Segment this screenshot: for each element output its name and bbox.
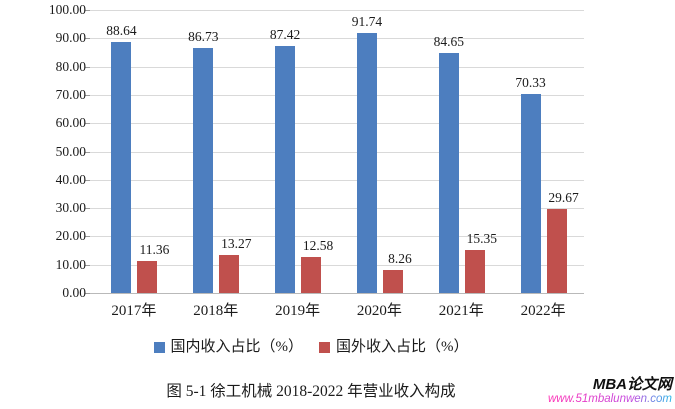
y-tick-0 <box>85 293 90 294</box>
y-tick-50 <box>85 152 90 153</box>
watermark-url: www.51mbalunwen.com <box>547 393 672 405</box>
overseas-value-label-2019年: 12.58 <box>302 238 334 254</box>
y-tick-60 <box>85 123 90 124</box>
gridline-90 <box>90 38 584 39</box>
domestic-value-label-2017年: 88.64 <box>106 23 137 39</box>
x-label-2020年: 2020年 <box>356 303 402 319</box>
overseas-value-label-2021年: 15.35 <box>466 230 497 246</box>
x-label-2019年: 2019年 <box>275 303 321 319</box>
x-label-2018年: 2018年 <box>193 303 239 319</box>
y-tick-40 <box>85 180 90 181</box>
x-label-2022年: 2022年 <box>520 303 566 319</box>
domestic-bar-2018年 <box>193 47 214 293</box>
y-tick-label-90: 90.00 <box>55 30 86 45</box>
gridline-10 <box>90 265 584 266</box>
y-tick-label-60: 60.00 <box>55 115 86 130</box>
y-tick-70 <box>85 95 90 96</box>
legend-item-overseas: 国外收入占比（%） <box>319 338 469 357</box>
domestic-bar-2020年 <box>356 33 377 293</box>
overseas-bar-2019年 <box>301 257 322 293</box>
legend-label-domestic: 国内收入占比（%） <box>170 339 304 355</box>
y-tick-label-20: 20.00 <box>55 228 86 243</box>
y-tick-90 <box>85 38 90 39</box>
legend-swatch-domestic <box>153 342 165 353</box>
domestic-bar-2022年 <box>520 93 541 293</box>
y-tick-30 <box>85 208 90 209</box>
gridline-60 <box>90 123 584 124</box>
gridline-100 <box>90 10 584 11</box>
domestic-bar-2021年 <box>438 53 459 293</box>
domestic-bar-2019年 <box>275 45 296 293</box>
y-tick-label-70: 70.00 <box>55 87 86 102</box>
gridline-50 <box>90 152 584 153</box>
y-tick-label-0: 0.00 <box>62 285 86 300</box>
overseas-value-label-2017年: 11.36 <box>139 241 170 257</box>
y-tick-100 <box>85 10 90 11</box>
domestic-bar-2017年 <box>111 42 132 293</box>
overseas-value-label-2022年: 29.67 <box>548 190 579 206</box>
watermark-site-name: MBA论文网 <box>592 376 672 393</box>
x-label-2021年: 2021年 <box>438 303 484 319</box>
overseas-bar-2021年 <box>464 249 485 293</box>
legend-item-domestic: 国内收入占比（%） <box>153 338 304 357</box>
gridline-30 <box>90 208 584 209</box>
y-tick-20 <box>85 236 90 237</box>
overseas-bar-2020年 <box>382 269 403 293</box>
y-tick-label-30: 30.00 <box>55 200 86 215</box>
gridline-20 <box>90 236 584 237</box>
overseas-bar-2018年 <box>219 255 240 293</box>
y-tick-label-50: 50.00 <box>55 144 86 159</box>
domestic-value-label-2022年: 70.33 <box>515 74 546 90</box>
watermark: MBA论文网 www.51mbalunwen.com <box>548 376 672 406</box>
legend-label-overseas: 国外收入占比（%） <box>336 339 469 355</box>
figure-caption: 图 5-1 徐工机械 2018-2022 年营业收入构成 <box>166 383 456 400</box>
x-label-2017年: 2017年 <box>111 303 157 319</box>
y-tick-label-40: 40.00 <box>55 172 86 187</box>
y-tick-label-100: 100.00 <box>48 2 86 17</box>
gridline-70 <box>90 95 584 96</box>
domestic-value-label-2018年: 86.73 <box>188 28 219 44</box>
overseas-bar-2017年 <box>137 260 158 293</box>
legend-swatch-overseas <box>319 342 330 353</box>
overseas-value-label-2018年: 13.27 <box>221 236 252 252</box>
overseas-bar-2022年 <box>546 209 567 293</box>
overseas-value-label-2020年: 8.26 <box>388 250 412 266</box>
y-tick-label-10: 10.00 <box>55 257 86 272</box>
gridline-40 <box>90 180 584 181</box>
y-tick-80 <box>85 67 90 68</box>
domestic-value-label-2021年: 84.65 <box>433 34 464 50</box>
domestic-value-label-2020年: 91.74 <box>351 14 383 30</box>
domestic-value-label-2019年: 87.42 <box>269 26 301 42</box>
gridline-0 <box>90 293 584 294</box>
y-tick-label-80: 80.00 <box>55 59 86 74</box>
y-tick-10 <box>85 265 90 266</box>
gridline-80 <box>90 67 584 68</box>
legend: 国内收入占比（%） 国外收入占比（%） <box>0 338 622 357</box>
